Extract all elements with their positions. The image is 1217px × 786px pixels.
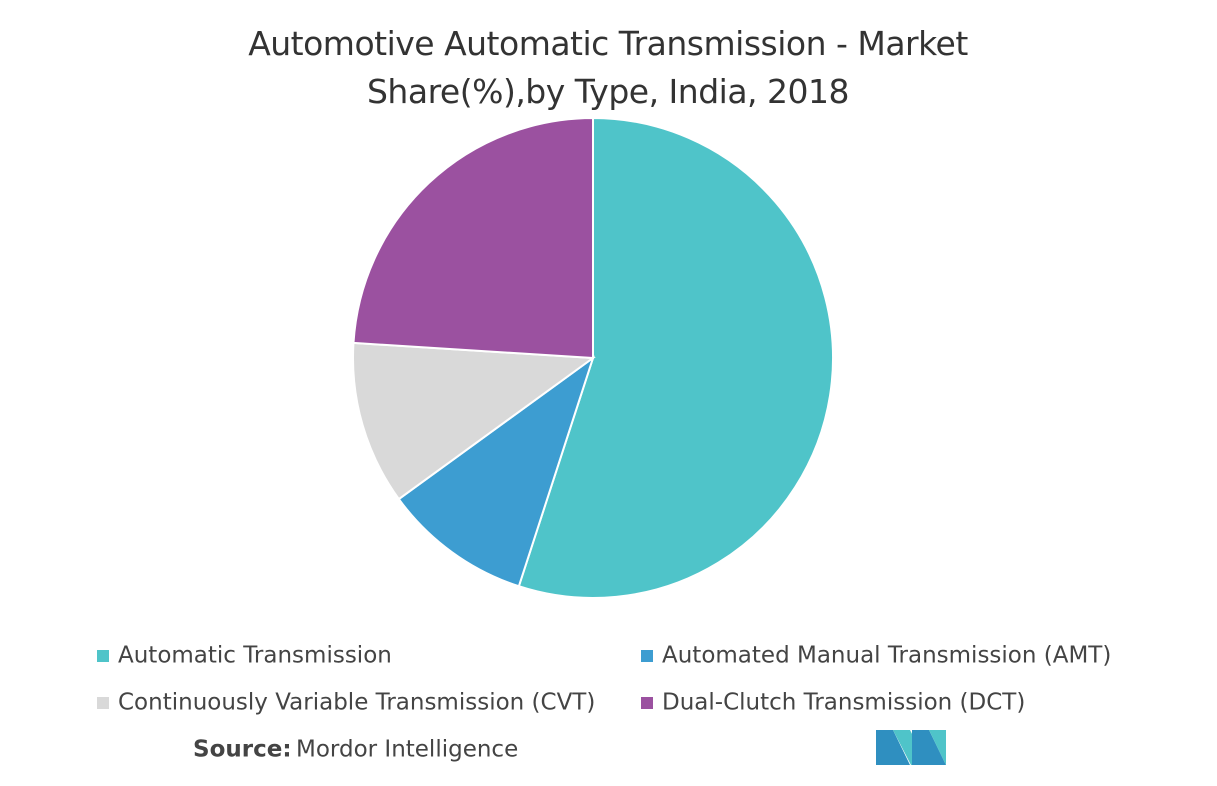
source-text: Mordor Intelligence: [296, 737, 518, 763]
legend-label: Automated Manual Transmission (AMT): [662, 643, 1111, 669]
legend-label: Continuously Variable Transmission (CVT): [118, 690, 595, 716]
pie-slice: [397, 355, 595, 588]
logo: [876, 730, 946, 765]
legend-swatch: [97, 650, 109, 662]
source-label: Source:: [193, 737, 292, 763]
legend-swatch: [97, 697, 109, 709]
pie-slice: [517, 116, 834, 599]
chart-title: Automotive Automatic Transmission - Mark…: [248, 24, 968, 111]
legend-label: Dual-Clutch Transmission (DCT): [662, 690, 1025, 716]
legend-swatch: [641, 650, 653, 662]
pie-slice: [352, 341, 596, 501]
pie-slice: [352, 116, 594, 360]
legend-swatch: [641, 697, 653, 709]
legend-label: Automatic Transmission: [118, 643, 392, 669]
